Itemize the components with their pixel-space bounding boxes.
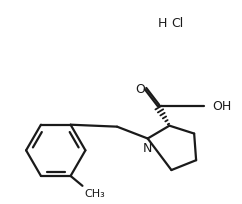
Text: O: O bbox=[135, 82, 145, 95]
Text: CH₃: CH₃ bbox=[84, 188, 105, 198]
Text: OH: OH bbox=[212, 100, 231, 113]
Text: Cl: Cl bbox=[171, 17, 183, 29]
Text: H: H bbox=[158, 17, 167, 29]
Text: N: N bbox=[143, 141, 152, 154]
